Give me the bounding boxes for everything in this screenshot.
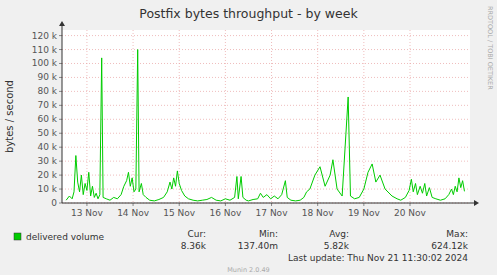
y-tick-label: 20 k	[37, 170, 57, 180]
x-tick-label: 19 Nov	[348, 208, 381, 218]
y-tick-label: 100 k	[32, 58, 58, 68]
title: Postfix bytes throughput - by week	[139, 6, 358, 21]
footer: Munin 2.0.49	[227, 266, 270, 274]
x-grid-line	[363, 30, 364, 203]
y-tick-label: 110 k	[32, 45, 58, 55]
series-line	[66, 50, 464, 201]
y-grid-line	[62, 91, 470, 92]
x-tick-label: 14 Nov	[117, 208, 150, 218]
y-grid-line	[62, 161, 470, 162]
x-grid-line	[86, 30, 87, 203]
y-grid-line	[62, 35, 470, 36]
background	[0, 0, 497, 275]
y-tick-label: 50 k	[37, 128, 57, 138]
y-tick-label: 10 k	[37, 184, 57, 194]
x-grid-line	[133, 30, 134, 203]
x-axis-arrow	[474, 200, 479, 206]
x-tick-label: 18 Nov	[302, 208, 335, 218]
watermark: RRDTOOL / TOBI OETIKER	[486, 6, 494, 90]
stat-value: 8.36k	[181, 241, 207, 251]
y-tick-label: 90 k	[37, 72, 57, 82]
y-tick-label: 0	[51, 198, 57, 208]
stat-value: 5.82k	[324, 241, 350, 251]
stat-label: Cur:	[187, 229, 206, 239]
stat-label: Avg:	[329, 229, 349, 239]
x-tick-label: 20 Nov	[394, 208, 427, 218]
x-grid-line	[225, 30, 226, 203]
y-axis-arrow	[59, 21, 65, 26]
y-grid-line	[62, 175, 470, 176]
legend-swatch	[14, 233, 21, 240]
y-tick-label: 70 k	[37, 100, 57, 110]
x-grid-line	[410, 30, 411, 203]
x-axis	[62, 203, 476, 204]
x-grid-line	[179, 30, 180, 203]
last-update: Last update: Thu Nov 21 11:30:02 2024	[288, 253, 468, 263]
y-grid-line	[62, 147, 470, 148]
y-grid-line	[62, 119, 470, 120]
x-tick-label: 17 Nov	[256, 208, 289, 218]
y-axis	[62, 24, 63, 203]
y-grid-line	[62, 49, 470, 50]
x-grid-line	[317, 30, 318, 203]
y-tick-label: 80 k	[37, 86, 57, 96]
chart: Postfix bytes throughput - by week bytes …	[0, 0, 497, 275]
x-tick-label: 15 Nov	[163, 208, 196, 218]
x-tick-label: 13 Nov	[71, 208, 104, 218]
y-axis-label: bytes / second	[4, 80, 15, 153]
y-grid-line	[62, 63, 470, 64]
x-grid-line	[271, 30, 272, 203]
stat-label: Min:	[259, 229, 278, 239]
stat-value: 624.12k	[431, 241, 468, 251]
legend-label: delivered volume	[26, 232, 105, 242]
y-grid-line	[62, 105, 470, 106]
y-tick-label: 120 k	[32, 31, 58, 41]
y-grid-line	[62, 77, 470, 78]
y-tick-label: 40 k	[37, 142, 57, 152]
plot-area	[62, 30, 470, 203]
stat-label: Max:	[446, 229, 468, 239]
plot-marks	[66, 50, 464, 201]
stat-value: 137.40m	[238, 241, 278, 251]
y-tick-label: 30 k	[37, 156, 57, 166]
x-tick-label: 16 Nov	[209, 208, 242, 218]
y-grid-line	[62, 133, 470, 134]
y-tick-label: 60 k	[37, 114, 57, 124]
